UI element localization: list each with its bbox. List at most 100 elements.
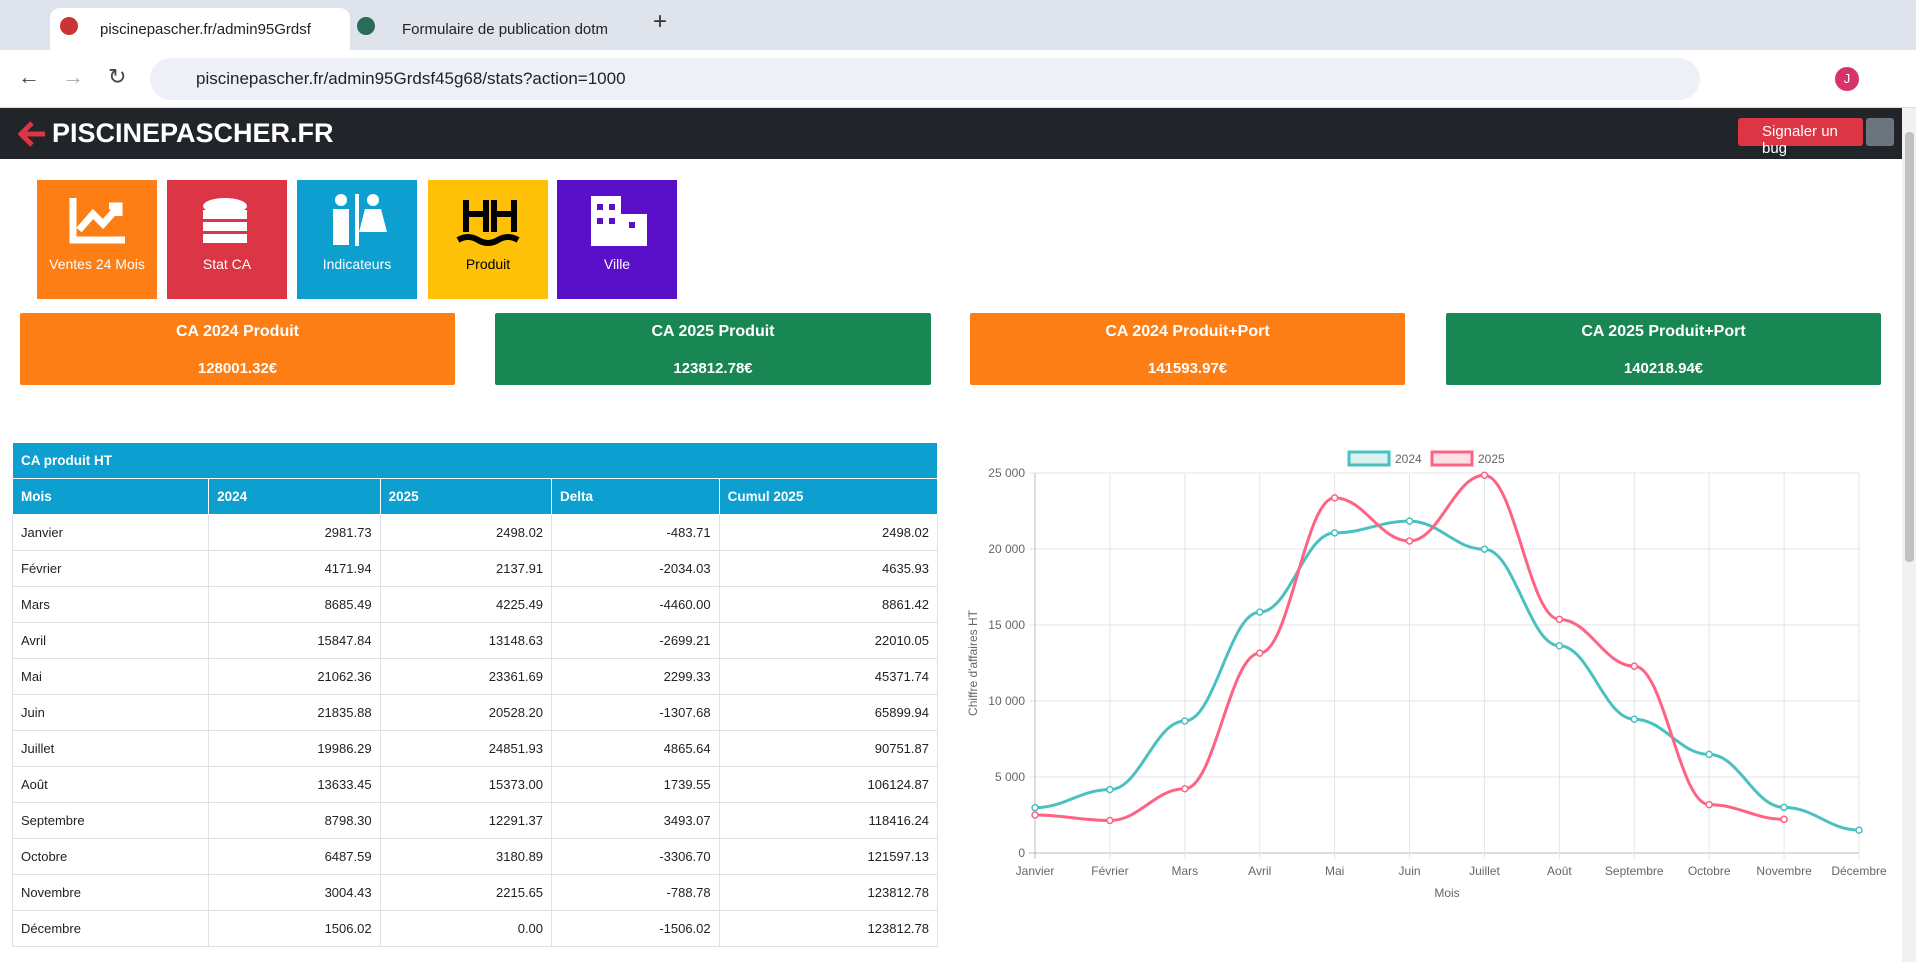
- cell: 12291.37: [379, 802, 553, 839]
- favicon: [60, 17, 78, 35]
- chart: 0 5 000 10 000 15 000 20 000 25 000 Janvier Fév…: [966, 450, 1887, 900]
- cell: 23361.69: [379, 658, 553, 695]
- x-tick-label: Janvier: [1016, 864, 1055, 878]
- tab-bar: piscinepascher.fr/admin95Grdsf Formulair…: [0, 0, 1916, 50]
- kpi-card: CA 2025 Produit 123812.78€: [495, 313, 931, 385]
- cell: Janvier: [11, 514, 210, 551]
- cell: 4865.64: [551, 730, 720, 767]
- cell: 123812.78: [718, 874, 939, 911]
- table-row: Août 13633.45 15373.00 1739.55 106124.87: [11, 766, 939, 803]
- cell: 90751.87: [718, 730, 939, 767]
- tab-title: Formulaire de publication dotm: [402, 21, 608, 38]
- tile-icon: [591, 196, 647, 246]
- table-row: Septembre 8798.30 12291.37 3493.07 118416.24: [11, 802, 939, 839]
- table-row: Mai 21062.36 23361.69 2299.33 45371.74: [11, 658, 939, 695]
- point: [1555, 642, 1564, 650]
- x-tick-label: Août: [1547, 864, 1572, 878]
- cell: Mai: [11, 658, 210, 695]
- x-axis-label: Mois: [1434, 886, 1459, 900]
- point: [1031, 811, 1039, 819]
- cell: Mars: [11, 586, 210, 623]
- url-field[interactable]: piscinepascher.fr/admin95Grdsf45g68/stat…: [150, 58, 1700, 100]
- scrollbar[interactable]: [1902, 108, 1916, 962]
- brand[interactable]: PISCINEPASCHER.FR: [52, 118, 334, 148]
- bug-button[interactable]: Signaler un bug: [1738, 118, 1863, 157]
- kpi-card: CA 2024 Produit 128001.32€: [20, 313, 455, 385]
- point: [1555, 615, 1564, 624]
- table-row: Avril 15847.84 13148.63 -2699.21 22010.05: [11, 622, 939, 659]
- x-tick-label: Juin: [1399, 864, 1421, 878]
- legend-label: 2025: [1478, 452, 1505, 466]
- tile[interactable]: Ventes 24 Mois: [37, 180, 157, 299]
- table-row: Février 4171.94 2137.91 -2034.03 4635.93: [11, 550, 939, 587]
- forward[interactable]: →: [62, 64, 84, 89]
- back-arrow[interactable]: [18, 121, 46, 147]
- tab[interactable]: piscinepascher.fr/admin95Grdsf: [50, 8, 350, 50]
- cell: 121597.13: [718, 838, 939, 875]
- cell: Décembre: [11, 910, 210, 947]
- column-header: 2025: [379, 478, 553, 515]
- cell: 4635.93: [718, 550, 939, 587]
- scroll-thumb[interactable]: [1905, 132, 1914, 562]
- point: [1480, 471, 1489, 480]
- tab[interactable]: Formulaire de publication dotm: [352, 8, 634, 50]
- cell: 24851.93: [379, 730, 553, 767]
- kpi-card: CA 2024 Produit+Port 141593.97€: [970, 313, 1405, 385]
- point: [1255, 608, 1264, 616]
- cell: 8685.49: [208, 586, 381, 623]
- cell: -483.71: [551, 514, 720, 551]
- y-axis-label: Chiffre d'affaires HT: [966, 609, 980, 716]
- favicon: [357, 17, 375, 35]
- y-tick-label: 25 000: [988, 466, 1025, 480]
- cell: 19986.29: [208, 730, 381, 767]
- cell: 3004.43: [208, 874, 381, 911]
- tile[interactable]: Stat CA: [167, 180, 287, 299]
- legend-swatch: [1430, 450, 1474, 467]
- cell: -1506.02: [551, 910, 720, 947]
- title-row: CA produit HT: [12, 442, 938, 479]
- address-bar: ← → ↻ piscinepascher.fr/admin95Grdsf45g6…: [0, 50, 1916, 108]
- cell: 8798.30: [208, 802, 381, 839]
- table: CA produit HT Mois 2024 2025 Delta Cumul 2025…: [11, 442, 939, 947]
- reload[interactable]: ↻: [108, 64, 127, 89]
- point: [1330, 494, 1339, 502]
- tile[interactable]: Produit: [428, 180, 548, 299]
- tile-icon: [69, 198, 125, 244]
- cell: Février: [11, 550, 210, 587]
- series-line: [1034, 519, 1860, 832]
- table-row: Juillet 19986.29 24851.93 4865.64 90751.87: [11, 730, 939, 767]
- tile-label: Stat CA: [202, 256, 252, 272]
- kpi-title: CA 2024 Produit+Port: [1105, 323, 1270, 340]
- cell: 6487.59: [208, 838, 381, 875]
- new-tab[interactable]: +: [653, 8, 668, 35]
- cell: 2981.73: [208, 514, 381, 551]
- x-tick-label: Juillet: [1469, 864, 1500, 878]
- back[interactable]: ←: [18, 64, 40, 89]
- tile[interactable]: Indicateurs: [297, 180, 417, 299]
- point: [1181, 785, 1189, 793]
- cell: 22010.05: [718, 622, 939, 659]
- avatar[interactable]: J: [1835, 67, 1859, 91]
- cell: 2498.02: [379, 514, 553, 551]
- point: [1780, 815, 1788, 824]
- tile-icon: [456, 200, 520, 246]
- cell: 3493.07: [551, 802, 720, 839]
- point: [1330, 529, 1339, 537]
- point: [1705, 750, 1713, 759]
- url: piscinepascher.fr/admin95Grdsf45g68/stat…: [196, 69, 626, 88]
- legend-swatch: [1347, 450, 1391, 467]
- table-row: Novembre 3004.43 2215.65 -788.78 123812.78: [11, 874, 939, 911]
- cell: Avril: [11, 622, 210, 659]
- cell: 2137.91: [379, 550, 553, 587]
- x-tick-label: Mai: [1325, 864, 1344, 878]
- cell: Août: [11, 766, 210, 803]
- cell: 4225.49: [379, 586, 553, 623]
- column-header: Delta: [551, 478, 720, 515]
- kpi-card: CA 2025 Produit+Port 140218.94€: [1446, 313, 1881, 385]
- logout-button[interactable]: [1866, 118, 1894, 146]
- tile[interactable]: Ville: [557, 180, 677, 299]
- cell: 2215.65: [379, 874, 553, 911]
- tab-title: piscinepascher.fr/admin95Grdsf: [100, 21, 311, 38]
- table-row: Octobre 6487.59 3180.89 -3306.70 121597.13: [11, 838, 939, 875]
